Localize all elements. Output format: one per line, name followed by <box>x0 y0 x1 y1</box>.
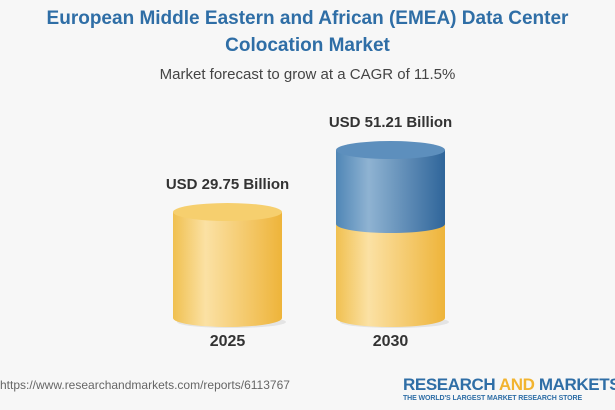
source-url: https://www.researchandmarkets.com/repor… <box>0 378 290 392</box>
x-tick-label: 2030 <box>373 333 409 350</box>
logo-word-and: AND <box>498 375 535 394</box>
cylinder-2030-growth-body <box>336 150 445 234</box>
title-line-2: Colocation Market <box>225 35 390 56</box>
chart-title: European Middle Eastern and African (EME… <box>0 5 615 59</box>
logo-word-research: RESEARCH <box>403 375 496 394</box>
logo-wordmark: RESEARCH AND MARKETS <box>403 375 615 395</box>
logo-word-markets: MARKETS <box>538 375 615 394</box>
cylinder-2030-base-body <box>336 224 445 327</box>
cylinder-2025-top <box>173 203 282 222</box>
logo-tagline: THE WORLD'S LARGEST MARKET RESEARCH STOR… <box>403 395 583 402</box>
x-tick-label: 2025 <box>210 333 246 350</box>
cylinder-2025-body <box>173 212 282 327</box>
chart-subtitle: Market forecast to grow at a CAGR of 11.… <box>159 66 456 83</box>
research-and-markets-logo: RESEARCH AND MARKETS THE WORLD'S LARGEST… <box>403 375 615 402</box>
data-label: USD 29.75 Billion <box>166 176 289 193</box>
cylinder-2030-growth-top <box>336 141 445 160</box>
title-line-1: European Middle Eastern and African (EME… <box>46 8 569 29</box>
data-label: USD 51.21 Billion <box>329 114 452 131</box>
